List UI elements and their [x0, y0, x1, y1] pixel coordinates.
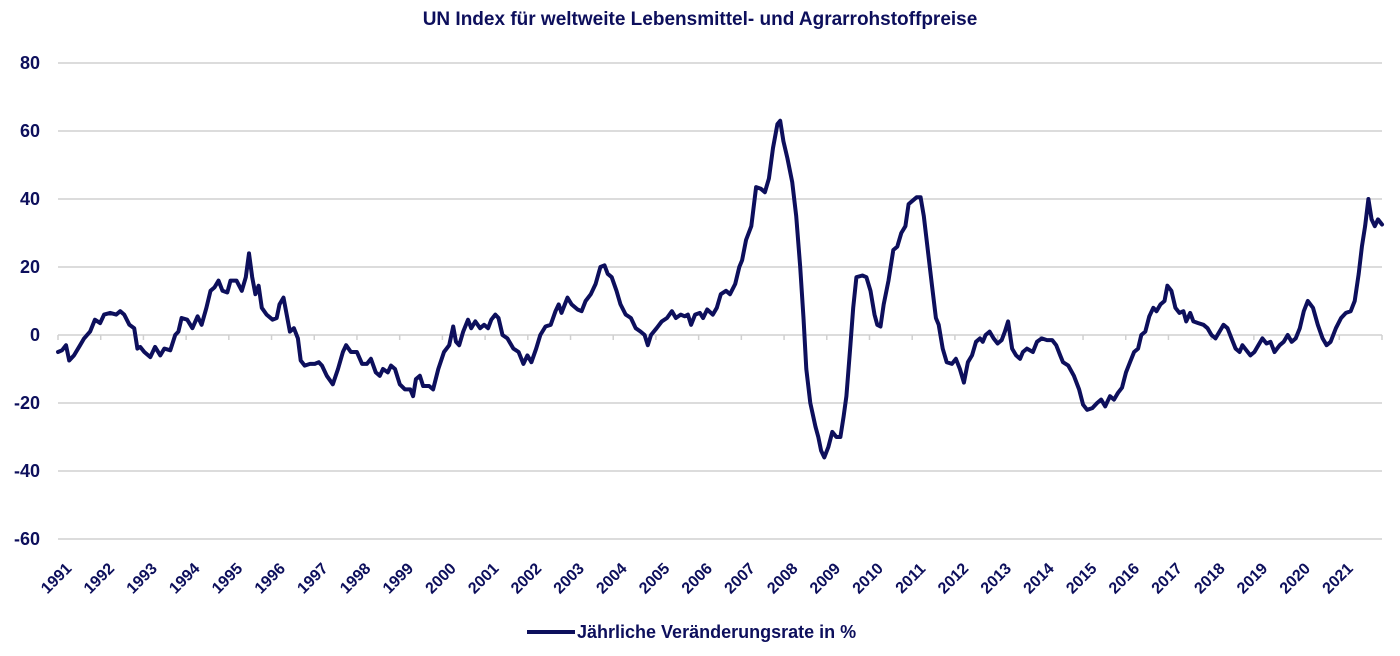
y-axis-tick-labels: 80 60 40 20 0 -20 -40 -60 — [14, 53, 40, 549]
y-tick-label: -40 — [14, 461, 40, 481]
y-tick-label: 60 — [20, 121, 40, 141]
gridlines — [58, 62, 1382, 540]
chart-title: UN Index für weltweite Lebensmittel- und… — [423, 9, 978, 30]
y-tick-label: 80 — [20, 53, 40, 73]
y-tick-label: 0 — [30, 325, 40, 345]
series-line — [56, 118, 1384, 460]
legend-label: Jährliche Veränderungsrate in % — [577, 622, 856, 642]
y-tick-label: 40 — [20, 189, 40, 209]
y-tick-label: -20 — [14, 393, 40, 413]
legend: Jährliche Veränderungsrate in % — [527, 622, 856, 642]
y-tick-label: 20 — [20, 257, 40, 277]
x-axis-ticks — [57, 335, 1383, 340]
y-tick-label: -60 — [14, 529, 40, 549]
